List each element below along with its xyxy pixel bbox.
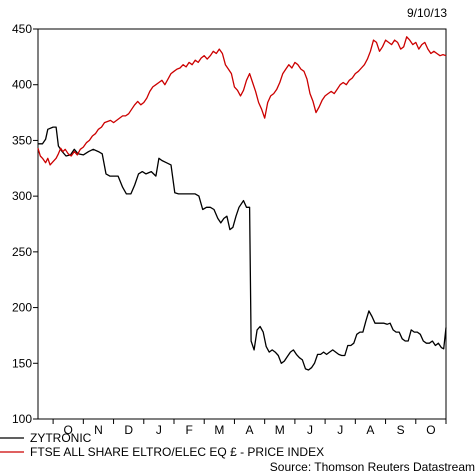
date-stamp: 9/10/13 [407,6,447,20]
chart-axes: 100 150 200 250 300 350 400 450 O N D J F M A M J J A S O [12,22,447,437]
x-tick-label: O [426,423,435,437]
x-tick-label: F [185,423,192,437]
chart-series [37,36,447,371]
ftse-index-line [37,36,447,166]
legend-label: FTSE ALL SHARE ELTRO/ELEC EQ £ - PRICE I… [30,445,324,459]
y-tick-label: 100 [12,412,32,426]
y-tick-label: 300 [12,189,32,203]
zytronic-line [38,126,447,371]
y-tick-label: 150 [12,356,32,370]
x-tick-label: D [124,423,133,437]
x-tick-label: A [246,423,254,437]
x-tick-label: N [94,423,103,437]
y-tick-label: 200 [12,301,32,315]
y-tick-label: 250 [12,245,32,259]
x-tick-label: J [307,423,313,437]
x-tick-label: M [275,423,285,437]
x-tick-label: J [156,423,162,437]
x-tick-label: J [337,423,343,437]
y-tick-label: 400 [12,78,32,92]
source-note: Source: Thomson Reuters Datastream [270,460,475,474]
x-tick-label: S [397,423,405,437]
x-tick-label: O [64,423,73,437]
x-tick-label: M [214,423,224,437]
x-tick-label: A [366,423,374,437]
plot-frame [37,28,447,420]
y-tick-label: 450 [12,22,32,36]
legend-label: ZYTRONIC [30,431,92,445]
y-tick-label: 350 [12,133,32,147]
